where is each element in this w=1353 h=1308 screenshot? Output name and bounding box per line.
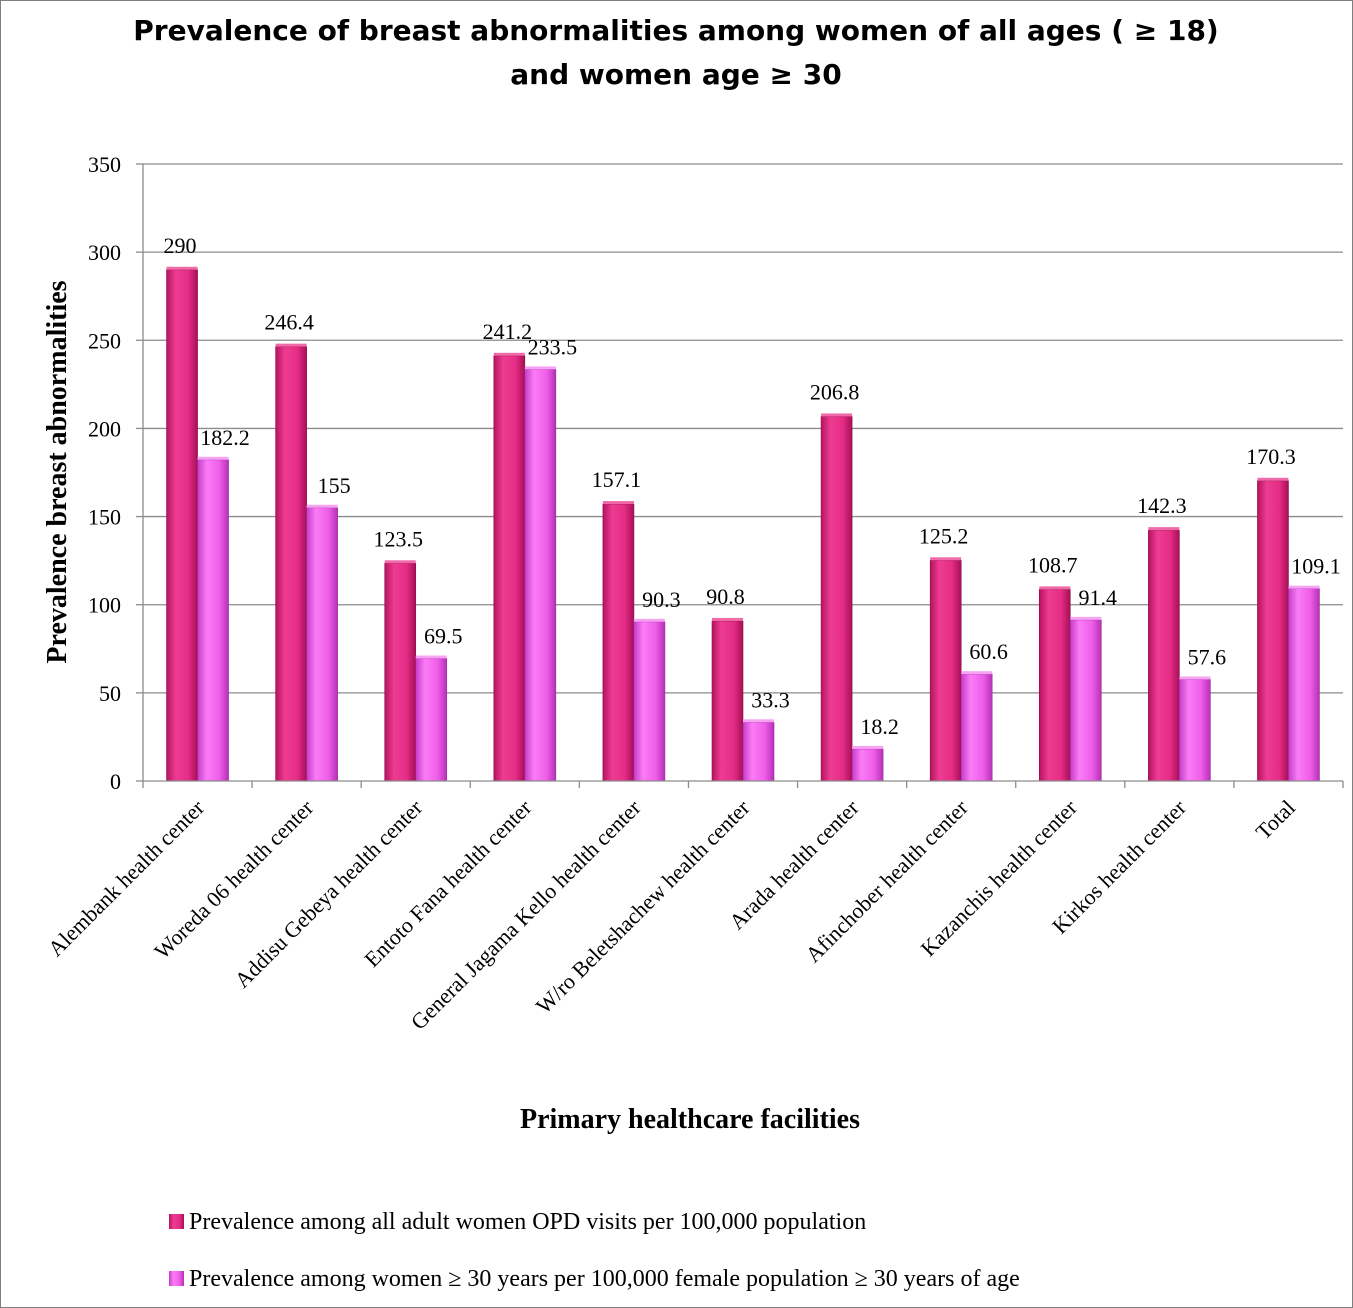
data-label-series-2-5: 90.3: [642, 587, 681, 612]
y-tick-label: 200: [88, 416, 121, 441]
data-label-series-1-4: 241.2: [483, 319, 533, 344]
legend-swatch-series-1: [169, 1214, 184, 1229]
data-label-series-1-10: 142.3: [1137, 493, 1187, 518]
y-axis-ticks: 0 50 100 150 200 250 300 350: [88, 152, 143, 794]
data-label-series-1-8: 125.2: [919, 523, 969, 548]
y-tick-label: 100: [88, 593, 121, 618]
y-tick-label: 300: [88, 240, 121, 265]
gridlines: [143, 163, 1343, 694]
bar-series-2-7: [851, 748, 884, 782]
data-label-series-1-3: 123.5: [373, 526, 423, 551]
legend-item-series-1: Prevalence among all adult women OPD vis…: [169, 1209, 866, 1235]
data-label-series-2-1: 182.2: [200, 425, 250, 450]
data-label-series-2-11: 109.1: [1291, 554, 1341, 579]
bar-series-2-4: [524, 369, 557, 782]
chart-title-line-2: and women age ≥ 30: [510, 58, 841, 91]
data-label-series-1-11: 170.3: [1246, 444, 1296, 469]
bar-series-2-9: [1069, 619, 1102, 782]
bar-top-series-1-1: [166, 266, 198, 270]
x-category-label: W/ro Beletshachew health center: [531, 794, 755, 1018]
bar-series-1-11: [1257, 480, 1289, 782]
legend-label-series-2: Prevalence among women ≥ 30 years per 10…: [189, 1266, 1020, 1292]
chart-title-line-1: Prevalence of breast abnormalities among…: [133, 14, 1218, 47]
data-label-series-1-2: 246.4: [264, 310, 314, 335]
bar-top-series-2-7: [852, 745, 884, 749]
y-tick-label: 350: [88, 152, 121, 177]
y-tick-label: 50: [99, 681, 121, 706]
bar-top-series-1-6: [712, 617, 743, 621]
bar-top-series-2-3: [415, 655, 447, 659]
bar-top-series-2-8: [961, 671, 993, 675]
bar-top-series-2-9: [1070, 616, 1102, 620]
y-tick-label: 150: [88, 505, 121, 530]
bar-series-1-5: [602, 503, 635, 782]
bar-series-1-9: [1038, 589, 1071, 782]
x-category-label: Addisu Gebeya health center: [229, 794, 427, 992]
bar-top-series-1-5: [602, 501, 634, 505]
bar-series-2-2: [306, 507, 338, 782]
bar-series-1-10: [1148, 529, 1180, 782]
data-label-series-1-1: 290: [164, 233, 197, 258]
data-label-series-2-10: 57.6: [1188, 644, 1227, 669]
data-label-series-2-3: 69.5: [424, 623, 463, 648]
bars: [166, 266, 1320, 782]
legend: Prevalence among all adult women OPD vis…: [169, 1209, 1020, 1292]
data-label-series-2-4: 233.5: [528, 334, 578, 359]
bar-top-series-1-4: [493, 352, 525, 356]
bar-top-series-2-5: [633, 618, 665, 622]
bar-top-series-1-2: [275, 343, 307, 347]
y-tick-label: 0: [110, 769, 121, 794]
bar-series-1-7: [820, 416, 853, 782]
data-label-series-1-6: 90.8: [706, 584, 745, 609]
bar-series-2-6: [742, 721, 775, 782]
bar-top-series-1-8: [930, 557, 962, 561]
axes: [142, 164, 1344, 788]
data-label-series-1-7: 206.8: [810, 379, 860, 404]
y-tick-label: 250: [88, 328, 121, 353]
data-label-series-1-5: 157.1: [592, 467, 642, 492]
data-label-series-1-9: 108.7: [1028, 552, 1078, 577]
bar-top-series-2-6: [743, 719, 774, 723]
bar-top-series-1-7: [821, 413, 853, 417]
bar-series-1-2: [275, 346, 307, 782]
data-label-series-2-2: 155: [318, 473, 351, 498]
bar-top-series-2-1: [197, 456, 229, 460]
bar-series-2-8: [960, 673, 993, 782]
data-label-series-2-7: 18.2: [860, 714, 899, 739]
data-label-series-2-9: 91.4: [1079, 585, 1118, 610]
bar-series-2-3: [415, 658, 448, 782]
bar-series-1-1: [166, 269, 198, 782]
y-axis-title: Prevalence breast abnormalities: [42, 280, 73, 663]
bar-series-1-6: [711, 620, 744, 782]
data-label-series-2-6: 33.3: [751, 687, 790, 712]
bar-top-series-1-11: [1257, 477, 1289, 481]
bar-top-series-2-10: [1179, 676, 1211, 680]
legend-item-series-2: Prevalence among women ≥ 30 years per 10…: [169, 1266, 1020, 1292]
x-category-label: Total: [1251, 795, 1300, 844]
bar-top-series-1-9: [1039, 586, 1071, 590]
bar-series-1-3: [384, 562, 417, 782]
bar-top-series-2-4: [524, 366, 556, 370]
bar-series-1-4: [493, 355, 526, 782]
bar-series-2-5: [633, 621, 666, 782]
data-label-series-2-8: 60.6: [969, 639, 1008, 664]
bar-series-2-1: [197, 459, 229, 782]
bar-top-series-2-2: [306, 504, 338, 508]
bar-series-2-10: [1179, 679, 1211, 782]
bar-top-series-2-11: [1288, 585, 1320, 589]
bar-series-1-8: [929, 559, 962, 782]
bar-top-series-1-10: [1148, 527, 1180, 531]
legend-label-series-1: Prevalence among all adult women OPD vis…: [189, 1209, 866, 1235]
x-category-label: General Jagama Kello health center: [406, 794, 646, 1034]
bar-series-2-11: [1288, 588, 1320, 782]
legend-swatch-series-2: [169, 1271, 184, 1286]
bar-top-series-1-3: [384, 560, 416, 564]
x-axis-title: Primary healthcare facilities: [520, 1104, 860, 1135]
